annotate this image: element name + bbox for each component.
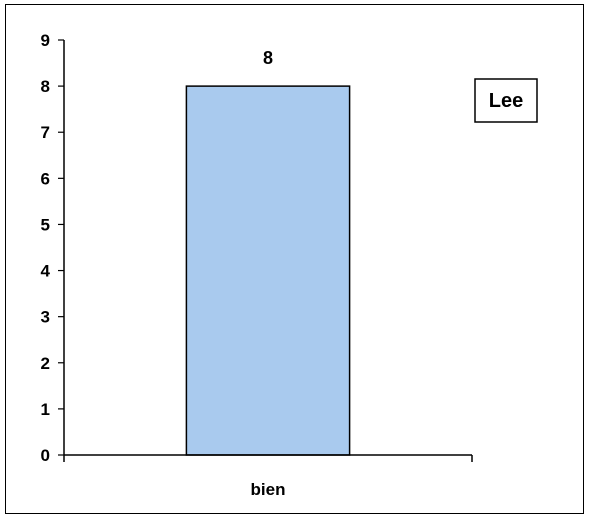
legend-series-label: Lee xyxy=(489,90,523,112)
y-tick-label: 3 xyxy=(41,308,50,327)
y-tick-label: 4 xyxy=(41,262,51,281)
y-tick-label: 5 xyxy=(41,215,50,234)
x-category-label: bien xyxy=(251,480,286,499)
y-tick-label: 0 xyxy=(41,446,50,465)
y-tick-label: 9 xyxy=(41,31,50,50)
y-tick-label: 8 xyxy=(41,77,50,96)
y-tick-label: 2 xyxy=(41,354,50,373)
axes xyxy=(63,40,473,462)
x-axis-labels: bien xyxy=(251,480,286,499)
bar-data-label: 8 xyxy=(263,48,273,68)
legend-box xyxy=(474,78,538,123)
legend: Lee xyxy=(474,78,538,123)
y-tick-label: 1 xyxy=(41,400,50,419)
bar xyxy=(185,85,351,456)
y-tick-label: 7 xyxy=(41,123,50,142)
y-axis-ticks: 0 1 2 3 4 5 6 7 8 9 xyxy=(41,31,64,465)
bars: 8 xyxy=(185,48,351,456)
y-tick-label: 6 xyxy=(41,169,50,188)
